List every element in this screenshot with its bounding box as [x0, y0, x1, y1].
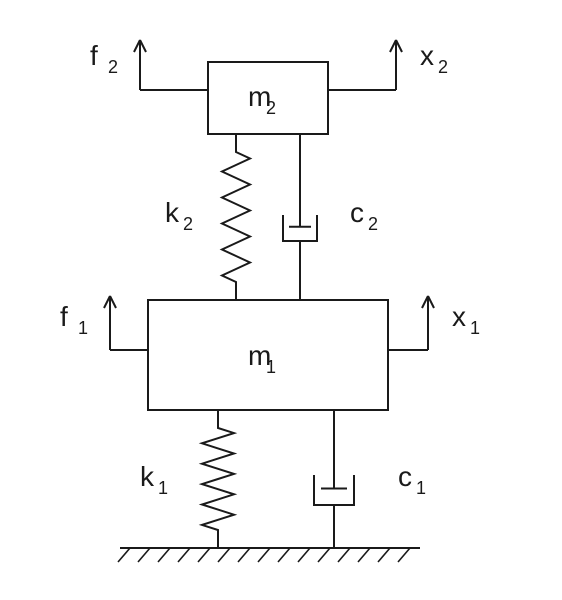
arrow-x1: x1	[422, 296, 480, 350]
arrow-f2-label: f2	[90, 40, 118, 77]
damper-c2-label: c2	[350, 197, 378, 234]
damper-c2-label-sub: 2	[368, 214, 378, 234]
mass-m2-label-sub: 2	[266, 98, 276, 118]
spring-k1-label-sub: 1	[158, 478, 168, 498]
damper-c1-label-main: c	[398, 461, 412, 492]
damper-c2-label-main: c	[350, 197, 364, 228]
mass-m1-label: m1	[248, 340, 276, 377]
arrow-f1-label-main: f	[60, 301, 68, 332]
arrow-stubs	[110, 90, 428, 350]
mass-m1-label-sub: 1	[266, 357, 276, 377]
mass-m2: m2	[208, 62, 328, 134]
damper-c1-label: c1	[398, 461, 426, 498]
arrow-f1-label: f1	[60, 301, 88, 338]
spring-k1: k1	[140, 410, 234, 548]
ground	[118, 548, 420, 562]
damper-c1: c1	[314, 410, 426, 548]
arrow-x2: x2	[390, 40, 448, 90]
arrow-x2-label: x2	[420, 40, 448, 77]
damper-c2: c2	[283, 134, 378, 300]
arrow-f2-label-main: f	[90, 40, 98, 71]
arrow-f1-label-sub: 1	[78, 318, 88, 338]
spring-k2-label: k2	[165, 197, 193, 234]
arrow-f2: f2	[90, 40, 146, 90]
spring-k2-label-main: k	[165, 197, 180, 228]
mass-m1: m1	[148, 300, 388, 410]
arrow-x1-label-main: x	[452, 301, 466, 332]
arrow-x2-label-sub: 2	[438, 57, 448, 77]
arrow-f1: f1	[60, 296, 116, 350]
mass-m2-label: m2	[248, 81, 276, 118]
spring-k1-label-main: k	[140, 461, 155, 492]
spring-k2-label-sub: 2	[183, 214, 193, 234]
spring-k1-label: k1	[140, 461, 168, 498]
damper-c1-label-sub: 1	[416, 478, 426, 498]
arrow-f2-label-sub: 2	[108, 57, 118, 77]
arrow-x2-label-main: x	[420, 40, 434, 71]
spring-k2: k2	[165, 134, 250, 300]
arrow-x1-label-sub: 1	[470, 318, 480, 338]
arrow-x1-label: x1	[452, 301, 480, 338]
